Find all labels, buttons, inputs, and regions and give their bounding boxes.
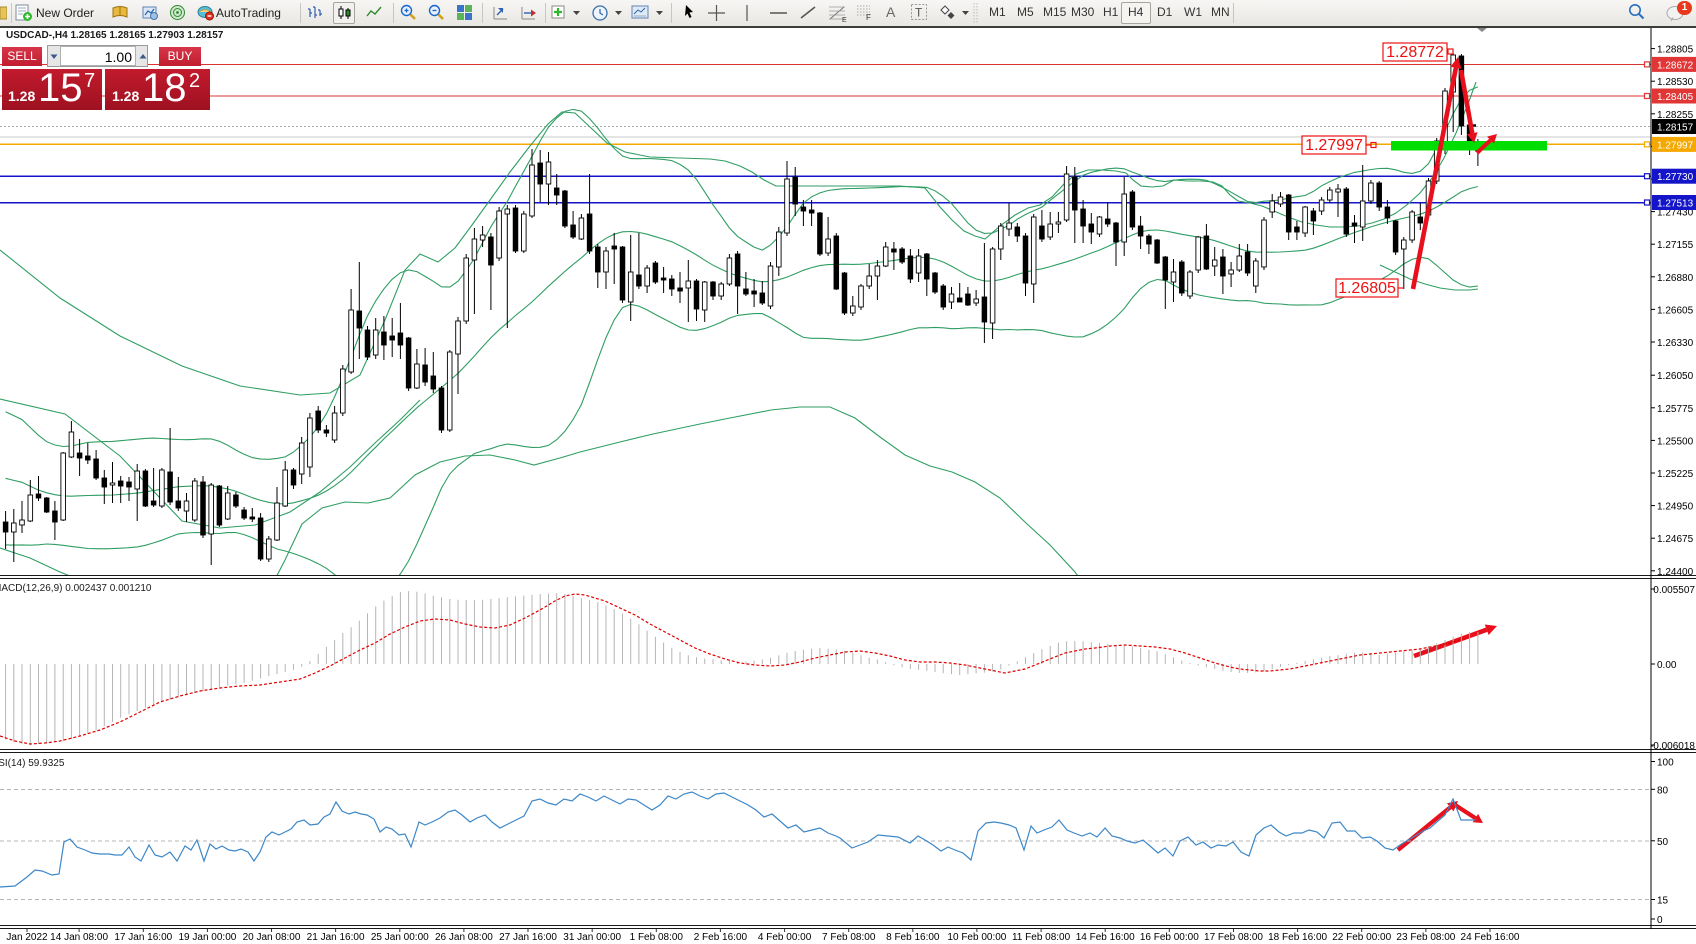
- svg-text:1.28157: 1.28157: [1657, 123, 1694, 134]
- svg-text:21 Jan 16:00: 21 Jan 16:00: [307, 932, 365, 943]
- svg-text:1.28772: 1.28772: [1386, 44, 1444, 61]
- svg-text:27 Jan 16:00: 27 Jan 16:00: [499, 932, 557, 943]
- svg-text:1.24950: 1.24950: [1657, 502, 1694, 513]
- svg-text:10 Feb 00:00: 10 Feb 00:00: [947, 932, 1006, 943]
- svg-text:7 Feb 08:00: 7 Feb 08:00: [822, 932, 876, 943]
- svg-text:80: 80: [1657, 785, 1669, 796]
- svg-text:0.005507: 0.005507: [1653, 585, 1695, 596]
- svg-text:1.28530: 1.28530: [1657, 77, 1694, 88]
- svg-text:4 Feb 00:00: 4 Feb 00:00: [758, 932, 812, 943]
- svg-text:1.27430: 1.27430: [1657, 208, 1694, 219]
- svg-text:17 Jan 16:00: 17 Jan 16:00: [114, 932, 172, 943]
- svg-text:17 Feb 08:00: 17 Feb 08:00: [1204, 932, 1263, 943]
- svg-text:1.27997: 1.27997: [1305, 137, 1363, 154]
- svg-text:24 Feb 16:00: 24 Feb 16:00: [1461, 932, 1520, 943]
- svg-text:18 Feb 16:00: 18 Feb 16:00: [1268, 932, 1327, 943]
- svg-text:1.27730: 1.27730: [1657, 172, 1694, 183]
- svg-text:14 Feb 16:00: 14 Feb 16:00: [1076, 932, 1135, 943]
- svg-text:1.26805: 1.26805: [1338, 280, 1396, 297]
- svg-text:50: 50: [1657, 837, 1669, 848]
- svg-text:1.25775: 1.25775: [1657, 404, 1694, 415]
- svg-text:USDCAD-,H4 1.28165 1.28165 1.: USDCAD-,H4 1.28165 1.28165 1.27903 1.281…: [6, 30, 224, 41]
- svg-text:1.27155: 1.27155: [1657, 240, 1694, 251]
- svg-text:15: 15: [1657, 896, 1669, 907]
- svg-text:T: T: [915, 6, 923, 20]
- svg-text:-0.006018: -0.006018: [1650, 741, 1695, 752]
- svg-text:8 Feb 16:00: 8 Feb 16:00: [886, 932, 940, 943]
- svg-text:1.24400: 1.24400: [1657, 567, 1694, 578]
- svg-text:1.24675: 1.24675: [1657, 534, 1694, 545]
- svg-text:1.28255: 1.28255: [1657, 110, 1694, 121]
- svg-text:F: F: [866, 13, 871, 22]
- svg-text:23 Feb 08:00: 23 Feb 08:00: [1396, 932, 1455, 943]
- svg-text:1.25500: 1.25500: [1657, 436, 1694, 447]
- svg-text:MACD(12,26,9) 0.002437 0.00121: MACD(12,26,9) 0.002437 0.001210: [0, 583, 152, 594]
- svg-text:22 Feb 00:00: 22 Feb 00:00: [1332, 932, 1391, 943]
- svg-text:100: 100: [1657, 758, 1674, 769]
- svg-text:1.25225: 1.25225: [1657, 469, 1694, 480]
- svg-text:1.27997: 1.27997: [1657, 140, 1694, 151]
- svg-text:E: E: [842, 17, 847, 23]
- svg-text:1.26880: 1.26880: [1657, 273, 1694, 284]
- svg-text:1 Feb 08:00: 1 Feb 08:00: [630, 932, 684, 943]
- svg-text:31 Jan 00:00: 31 Jan 00:00: [563, 932, 621, 943]
- svg-text:19 Jan 00:00: 19 Jan 00:00: [178, 932, 236, 943]
- svg-text:1.26605: 1.26605: [1657, 305, 1694, 316]
- svg-text:0.00: 0.00: [1657, 660, 1677, 671]
- svg-text:16 Feb 00:00: 16 Feb 00:00: [1140, 932, 1199, 943]
- svg-text:Jan 2022: Jan 2022: [6, 932, 48, 943]
- svg-text:26 Jan 08:00: 26 Jan 08:00: [435, 932, 493, 943]
- svg-text:1.26330: 1.26330: [1657, 338, 1694, 349]
- svg-text:1.28405: 1.28405: [1657, 92, 1694, 103]
- svg-text:1.26050: 1.26050: [1657, 371, 1694, 382]
- svg-text:1.28672: 1.28672: [1657, 60, 1694, 71]
- svg-text:2 Feb 16:00: 2 Feb 16:00: [694, 932, 748, 943]
- svg-text:0: 0: [1657, 915, 1663, 926]
- svg-text:RSI(14) 59.9325: RSI(14) 59.9325: [0, 758, 65, 769]
- svg-text:20 Jan 08:00: 20 Jan 08:00: [243, 932, 301, 943]
- svg-text:25 Jan 00:00: 25 Jan 00:00: [371, 932, 429, 943]
- svg-text:11 Feb 08:00: 11 Feb 08:00: [1012, 932, 1071, 943]
- svg-text:14 Jan 08:00: 14 Jan 08:00: [50, 932, 108, 943]
- svg-text:1.28805: 1.28805: [1657, 45, 1694, 56]
- svg-text:1.27513: 1.27513: [1657, 199, 1694, 210]
